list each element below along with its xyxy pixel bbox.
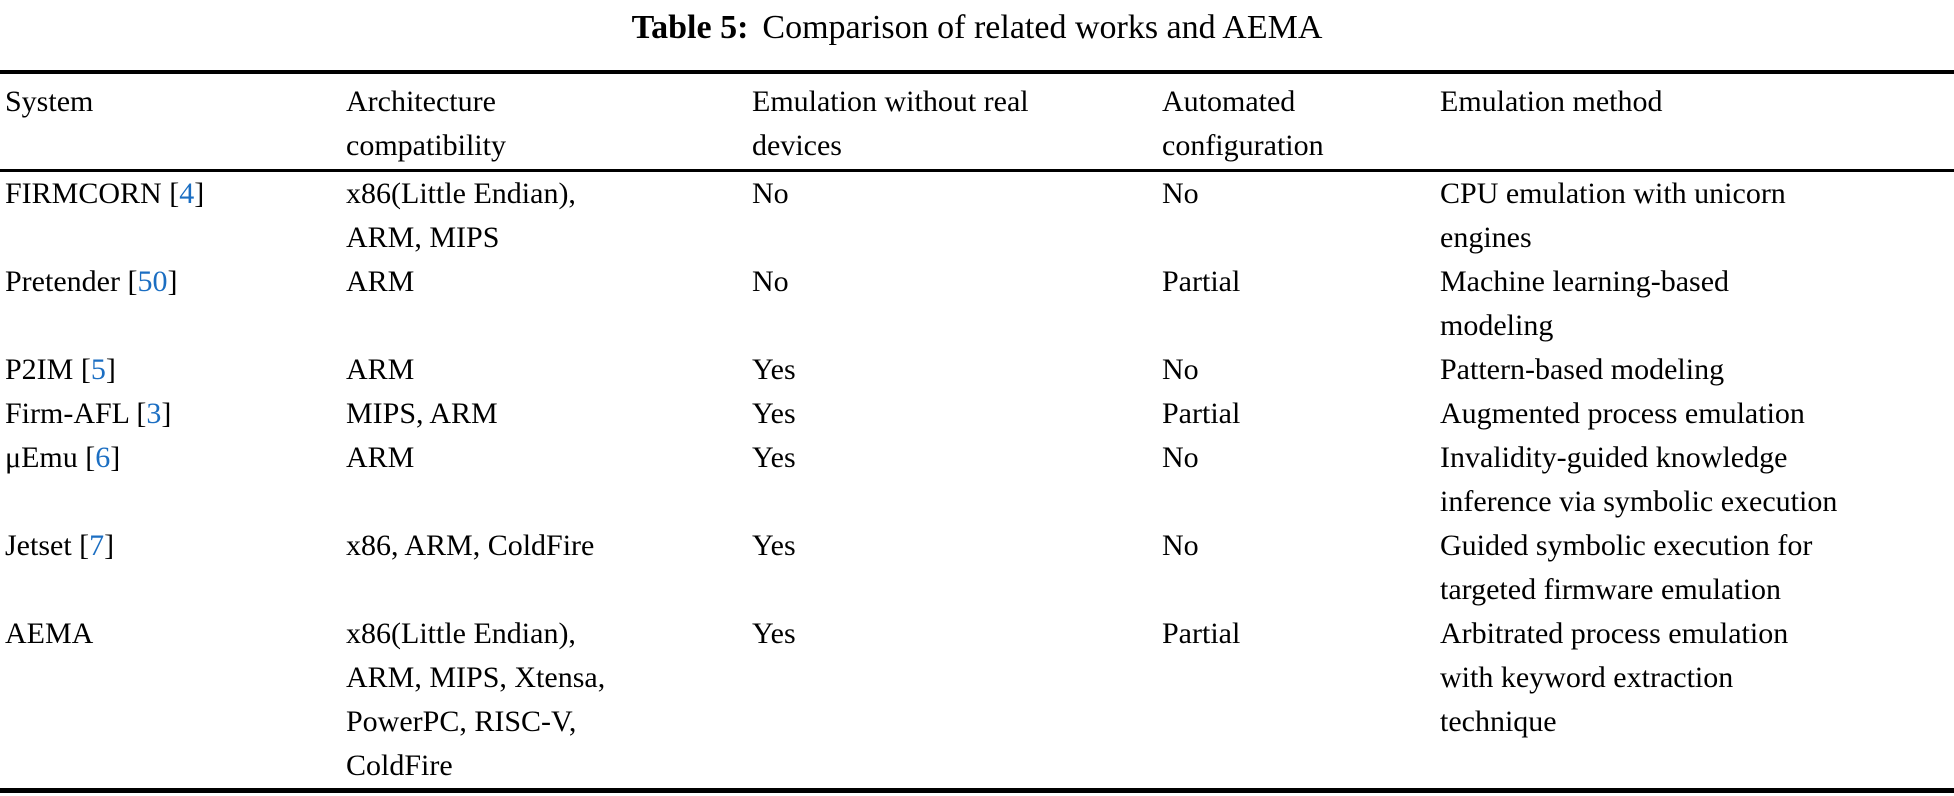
citation-link[interactable]: 50: [137, 265, 168, 298]
system-name: FIRMCORN: [5, 177, 162, 210]
citation-link[interactable]: 7: [89, 529, 105, 562]
table-row: P2IM [5] ARM Yes No Pattern-based modeling: [0, 348, 1954, 392]
column-header-architecture: Architecture compatibility: [346, 72, 752, 172]
system-name: Firm-AFL: [5, 397, 129, 430]
cell-architecture: x86(Little Endian), ARM, MIPS: [346, 177, 576, 254]
cell-system: Pretender [50]: [5, 265, 178, 298]
cell-system: P2IM [5]: [5, 353, 116, 386]
cell-automated-configuration: No: [1162, 441, 1199, 474]
cell-emulation-without-devices: Yes: [752, 617, 796, 650]
cell-architecture: x86(Little Endian), ARM, MIPS, Xtensa, P…: [346, 617, 606, 782]
table-row: μEmu [6] ARM Yes No Invalidity-guided knowle…: [0, 436, 1954, 524]
citation-link[interactable]: 3: [146, 397, 162, 430]
cell-emulation-without-devices: No: [752, 177, 789, 210]
cell-automated-configuration: No: [1162, 529, 1199, 562]
cell-emulation-method: Invalidity-guided knowledge inference vi…: [1440, 441, 1838, 518]
cell-system: Jetset [7]: [5, 529, 115, 562]
table-row: Firm-AFL [3] MIPS, ARM Yes Partial Augmented…: [0, 392, 1954, 436]
citation-link[interactable]: 4: [179, 177, 195, 210]
column-header-emulation-method: Emulation method: [1440, 72, 1954, 172]
cell-emulation-method: Augmented process emulation: [1440, 397, 1805, 430]
column-header-automated-configuration: Automated configuration: [1162, 72, 1440, 172]
column-header-system: System: [0, 72, 346, 172]
cell-emulation-without-devices: Yes: [752, 397, 796, 430]
cell-emulation-method: Machine learning-based modeling: [1440, 265, 1730, 342]
cell-emulation-without-devices: Yes: [752, 353, 796, 386]
table-caption: Table 5: Comparison of related works and …: [0, 0, 1954, 70]
cell-system: AEMA: [0, 612, 346, 791]
cell-automated-configuration: Partial: [1162, 617, 1241, 650]
cell-automated-configuration: No: [1162, 177, 1199, 210]
header-row: System Architecture compatibility Emulat…: [0, 72, 1954, 172]
table-caption-text: Comparison of related works and AEMA: [762, 9, 1323, 46]
citation-link[interactable]: 6: [95, 441, 111, 474]
table-row: Jetset [7] x86, ARM, ColdFire Yes No Guided …: [0, 524, 1954, 612]
table-caption-label: Table 5:: [631, 9, 749, 46]
cell-architecture: ARM: [346, 441, 415, 474]
cell-architecture: ARM: [346, 353, 415, 386]
system-name: Jetset: [5, 529, 72, 562]
cell-emulation-method: CPU emulation with unicorn engines: [1440, 177, 1786, 254]
cell-system: Firm-AFL [3]: [5, 397, 172, 430]
system-name: AEMA: [5, 617, 94, 650]
cell-architecture: MIPS, ARM: [346, 397, 498, 430]
cell-emulation-method: Guided symbolic execution for targeted f…: [1440, 529, 1813, 606]
citation-link[interactable]: 5: [90, 353, 106, 386]
cell-automated-configuration: No: [1162, 353, 1199, 386]
table-row: AEMA x86(Little Endian), ARM, MIPS, Xtens…: [0, 612, 1954, 791]
cell-system: μEmu [6]: [5, 441, 121, 474]
table-body: FIRMCORN [4] x86(Little Endian), ARM, MIP…: [0, 171, 1954, 791]
cell-emulation-method: Arbitrated process emulation with keywor…: [1440, 617, 1789, 738]
cell-architecture: ARM: [346, 265, 415, 298]
cell-emulation-without-devices: Yes: [752, 441, 796, 474]
table-row: FIRMCORN [4] x86(Little Endian), ARM, MIP…: [0, 171, 1954, 261]
cell-system: FIRMCORN [4]: [5, 177, 205, 210]
system-name: μEmu: [5, 441, 78, 474]
system-name: P2IM: [5, 353, 74, 386]
column-header-emulation-without-devices: Emulation without real devices: [752, 72, 1162, 172]
table-header: System Architecture compatibility Emulat…: [0, 72, 1954, 172]
table-row: Pretender [50] ARM No Partial Machine learni…: [0, 260, 1954, 348]
comparison-table: System Architecture compatibility Emulat…: [0, 70, 1954, 793]
cell-emulation-without-devices: No: [752, 265, 789, 298]
system-name: Pretender: [5, 265, 120, 298]
cell-emulation-without-devices: Yes: [752, 529, 796, 562]
cell-emulation-method: Pattern-based modeling: [1440, 353, 1725, 386]
cell-automated-configuration: Partial: [1162, 265, 1241, 298]
cell-automated-configuration: Partial: [1162, 397, 1241, 430]
cell-architecture: x86, ARM, ColdFire: [346, 529, 595, 562]
